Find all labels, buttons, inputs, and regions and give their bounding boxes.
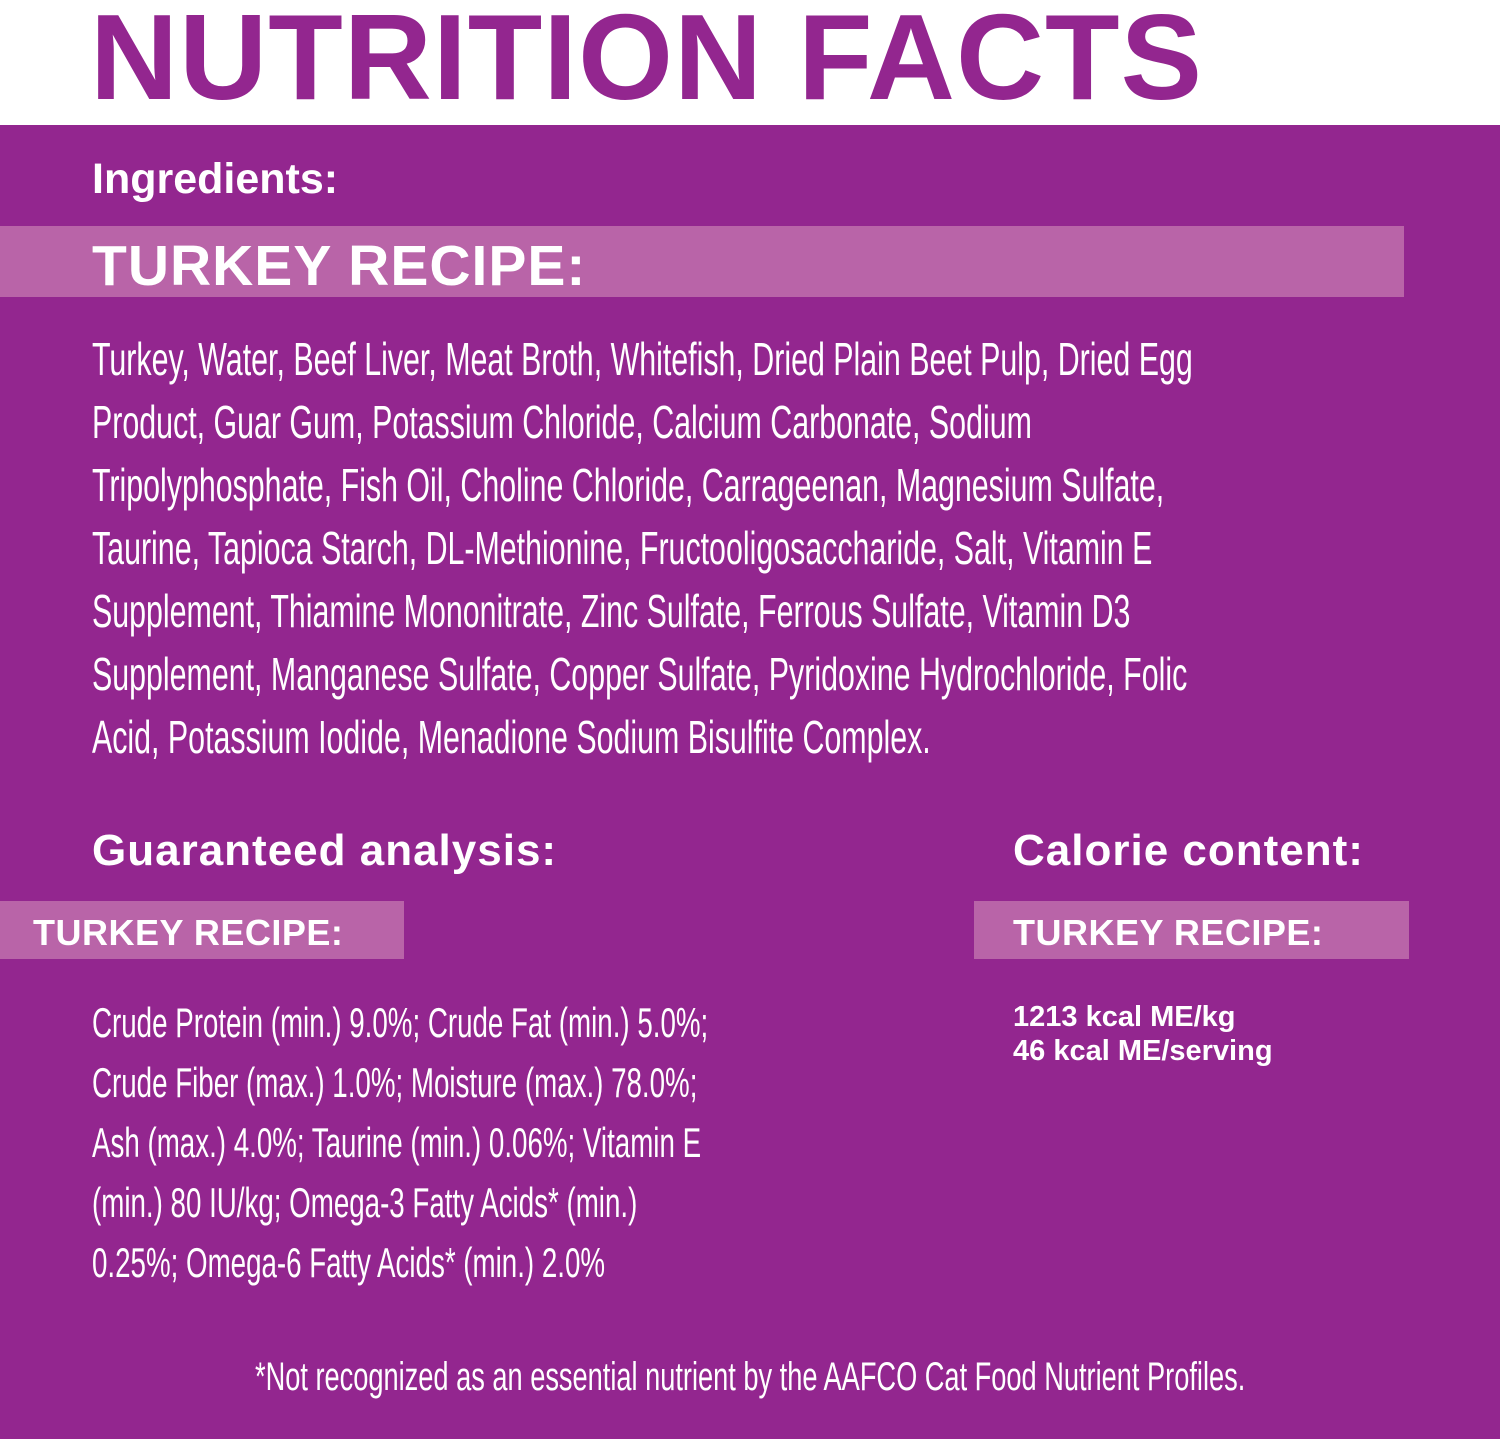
footnote-text: *Not recognized as an essential nutrient… <box>254 1355 1246 1399</box>
analysis-line: Crude Protein (min.) 9.0%; Crude Fat (mi… <box>92 999 709 1046</box>
guaranteed-recipe-label: TURKEY RECIPE: <box>33 912 344 953</box>
ingredients-line: Acid, Potassium Iodide, Menadione Sodium… <box>92 711 931 763</box>
ingredients-line: Taurine, Tapioca Starch, DL-Methionine, … <box>92 522 1153 574</box>
analysis-line: 0.25%; Omega-6 Fatty Acids* (min.) 2.0% <box>92 1239 606 1286</box>
calorie-recipe-label: TURKEY RECIPE: <box>1013 912 1324 953</box>
ingredients-line: Supplement, Thiamine Mononitrate, Zinc S… <box>92 585 1131 637</box>
analysis-line: (min.) 80 IU/kg; Omega-3 Fatty Acids* (m… <box>92 1179 638 1226</box>
calorie-content-list: 1213 kcal ME/kg 46 kcal ME/serving <box>1013 1000 1273 1068</box>
calorie-line: 46 kcal ME/serving <box>1013 1035 1273 1067</box>
calorie-content-heading: Calorie content: <box>1013 826 1364 875</box>
guaranteed-analysis-heading: Guaranteed analysis: <box>92 826 558 875</box>
ingredients-heading: Ingredients: <box>92 155 339 203</box>
ingredients-recipe-band <box>0 226 1404 297</box>
calorie-line: 1213 kcal ME/kg <box>1013 1001 1236 1033</box>
page-title: NUTRITION FACTS <box>90 0 1203 125</box>
ingredients-line: Turkey, Water, Beef Liver, Meat Broth, W… <box>92 333 1193 385</box>
ingredients-line: Product, Guar Gum, Potassium Chloride, C… <box>92 396 1032 448</box>
ingredients-line: Supplement, Manganese Sulfate, Copper Su… <box>92 648 1188 700</box>
footnote: *Not recognized as an essential nutrient… <box>0 1355 1500 1400</box>
calorie-recipe-band <box>974 901 1409 959</box>
nutrition-panel <box>0 125 1500 1439</box>
guaranteed-analysis-list: Crude Protein (min.) 9.0%; Crude Fat (mi… <box>92 993 1026 1293</box>
guaranteed-recipe-band <box>0 901 404 959</box>
analysis-line: Crude Fiber (max.) 1.0%; Moisture (max.)… <box>92 1059 698 1106</box>
ingredients-recipe-label: TURKEY RECIPE: <box>92 234 587 298</box>
ingredients-line: Tripolyphosphate, Fish Oil, Choline Chlo… <box>92 459 1165 511</box>
analysis-line: Ash (max.) 4.0%; Taurine (min.) 0.06%; V… <box>92 1119 702 1166</box>
ingredients-list: Turkey, Water, Beef Liver, Meat Broth, W… <box>92 328 1500 769</box>
